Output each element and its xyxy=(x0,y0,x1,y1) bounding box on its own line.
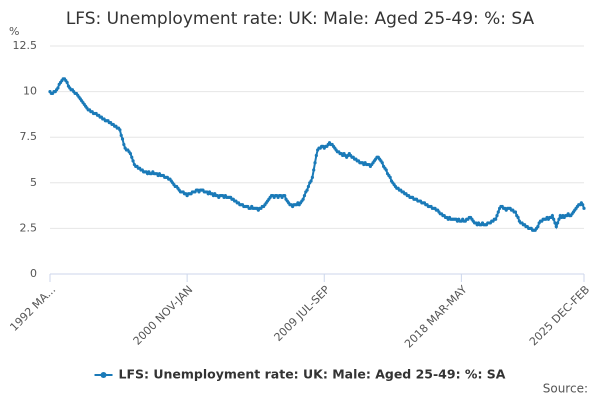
data-point xyxy=(302,193,307,198)
data-point xyxy=(120,137,125,141)
data-point xyxy=(130,155,134,159)
data-point xyxy=(119,133,123,137)
data-point xyxy=(550,214,554,218)
data-point xyxy=(388,175,392,179)
data-point xyxy=(496,210,500,214)
legend-item: LFS: Unemployment rate: UK: Male: Aged 2… xyxy=(94,367,506,382)
data-point xyxy=(494,217,498,221)
source: Source: xyxy=(543,382,588,396)
data-point xyxy=(553,221,557,225)
data-point xyxy=(513,210,518,214)
data-point xyxy=(313,161,317,165)
y-tick-label: 10 xyxy=(23,85,37,98)
x-tick-label: 2009 JUL-SEP xyxy=(271,283,332,344)
legend-marker xyxy=(100,372,107,378)
data-point xyxy=(581,203,585,207)
data-point xyxy=(384,168,388,172)
data-point xyxy=(310,175,314,179)
y-tick-label: 0 xyxy=(30,267,37,280)
data-point xyxy=(301,197,305,201)
data-point xyxy=(309,179,313,183)
data-point xyxy=(314,153,318,158)
x-tick-label: 2025 DEC-FEB xyxy=(527,283,592,348)
data-point xyxy=(283,193,287,198)
data-point xyxy=(131,159,135,163)
data-point xyxy=(305,188,309,192)
y-tick-label: 2.5 xyxy=(20,221,38,234)
data-point xyxy=(65,80,69,85)
data-point xyxy=(557,217,561,221)
chart-title: LFS: Unemployment rate: UK: Male: Aged 2… xyxy=(66,9,535,29)
data-point xyxy=(306,184,311,189)
data-point xyxy=(554,224,558,229)
data-point xyxy=(122,142,126,147)
data-point xyxy=(495,214,499,218)
x-tick-label: 2000 NOV-JAN xyxy=(131,283,196,348)
data-point xyxy=(536,224,540,229)
data-point xyxy=(556,221,560,225)
data-point xyxy=(552,217,556,221)
y-unit: % xyxy=(9,25,19,38)
data-point xyxy=(516,215,520,220)
data-point xyxy=(118,128,122,132)
x-tick-label: 2018 MAR-MAY xyxy=(402,283,470,351)
data-point xyxy=(380,161,384,165)
data-point xyxy=(56,86,60,90)
legend-label: LFS: Unemployment rate: UK: Male: Aged 2… xyxy=(119,367,506,382)
y-tick-label: 5 xyxy=(30,176,37,189)
data-point xyxy=(312,168,316,172)
data-point xyxy=(582,206,586,210)
y-tick-label: 12.5 xyxy=(13,39,38,52)
data-point xyxy=(128,152,133,156)
x-tick-label: 1992 MA... xyxy=(7,283,58,334)
y-tick-label: 7.5 xyxy=(20,130,38,143)
